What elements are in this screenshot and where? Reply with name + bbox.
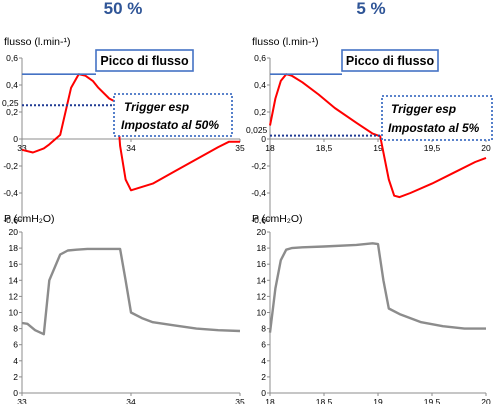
trigger-text-right-2: Impostato al 5% <box>388 121 480 135</box>
y-tick-label: 12 <box>9 291 19 301</box>
y-tick-label: 18 <box>9 243 19 253</box>
y-tick-label: 6 <box>261 340 266 350</box>
x-tick-label: 19 <box>373 397 383 404</box>
trigger-text-left-1: Trigger esp <box>124 100 189 114</box>
y-tick-label: 0 <box>261 134 266 144</box>
y-tick-label: -0,2 <box>3 161 18 171</box>
x-tick-label: 35 <box>235 143 245 153</box>
y-tick-label: 0,2 <box>6 107 18 117</box>
trigger-value-left: 0,25 <box>2 98 19 108</box>
peak-label-left: Picco di flusso <box>100 54 189 68</box>
y-tick-label: 20 <box>257 227 267 237</box>
y-tick-label: -0,4 <box>3 188 18 198</box>
y-tick-label: 0,4 <box>254 80 266 90</box>
trigger-annotation-right: 0,025 Trigger esp Impostato al 5% <box>246 95 493 141</box>
y-tick-label: 0,6 <box>254 53 266 63</box>
flow-chart-right: 0,6 0,4 0,2 0 -0,2 -0,4 -0,6 18 18,5 19 19,5 20 <box>251 53 491 225</box>
y-tick-label: 0,4 <box>6 80 18 90</box>
y-tick-label: 14 <box>257 275 267 285</box>
y-tick-label: -0,2 <box>251 161 266 171</box>
y-tick-label: 20 <box>9 227 19 237</box>
y-tick-label: 0 <box>13 134 18 144</box>
y-tick-label: 4 <box>13 356 18 366</box>
y-tick-label: 2 <box>13 372 18 382</box>
peak-annotation-right: Picco di flusso <box>270 49 439 75</box>
pressure-curve <box>21 247 241 336</box>
x-tick-label: 19,5 <box>424 143 441 153</box>
y-tick-label: 14 <box>9 275 19 285</box>
y-tick-label: -0,6 <box>3 215 18 225</box>
y-tick-label: 0 <box>13 388 18 398</box>
peak-label-right: Picco di flusso <box>346 54 435 68</box>
trigger-box-left <box>113 93 233 137</box>
x-tick-label: 34 <box>126 143 136 153</box>
trigger-box-right <box>381 95 493 141</box>
x-tick-label: 18,5 <box>316 397 333 404</box>
peak-box-right <box>341 49 439 72</box>
pressure-ylabel-right: P (cmH₂O) <box>252 213 303 225</box>
y-tick-label: -0,6 <box>251 215 266 225</box>
y-tick-label: -0,4 <box>251 188 266 198</box>
y-tick-label: 0,2 <box>254 107 266 117</box>
pressure-ylabel-left: P (cmH₂O) <box>4 213 55 225</box>
y-tick-label: 8 <box>13 324 18 334</box>
trigger-text-left-2: Impostato al 50% <box>121 118 219 132</box>
heading-50: 50 % <box>104 0 143 18</box>
heading-5: 5 % <box>356 0 385 18</box>
x-tick-label: 18 <box>265 143 275 153</box>
peak-box-left <box>95 49 194 72</box>
y-tick-label: 4 <box>261 356 266 366</box>
y-tick-label: 18 <box>257 243 267 253</box>
pressure-curve <box>268 242 486 333</box>
trigger-annotation-left: 0,25 Trigger esp Impostato al 50% <box>2 93 233 137</box>
x-tick-label: 18,5 <box>316 143 333 153</box>
peak-annotation-left: Picco di flusso <box>22 49 194 75</box>
x-tick-label: 33 <box>17 397 27 404</box>
x-tick-label: 19 <box>373 143 383 153</box>
flow-curve <box>21 73 240 192</box>
x-tick-label: 20 <box>481 397 491 404</box>
x-tick-label: 20 <box>481 143 491 153</box>
x-tick-label: 18 <box>265 397 275 404</box>
flow-chart-left: 0,6 0,4 0,2 0 -0,2 -0,4 -0,6 33 34 35 <box>3 53 245 225</box>
y-tick-label: 6 <box>13 340 18 350</box>
x-tick-label: 33 <box>17 143 27 153</box>
flow-ylabel-left: flusso (l.min-¹) <box>4 36 71 48</box>
x-tick-label: 19,5 <box>424 397 441 404</box>
y-tick-label: 16 <box>257 259 267 269</box>
trigger-text-right-1: Trigger esp <box>391 102 456 116</box>
y-tick-label: 2 <box>261 372 266 382</box>
y-tick-label: 0,6 <box>6 53 18 63</box>
y-tick-label: 12 <box>257 291 267 301</box>
y-tick-label: 10 <box>257 308 267 318</box>
y-tick-label: 10 <box>9 308 19 318</box>
y-tick-label: 16 <box>9 259 19 269</box>
trigger-value-right: 0,025 <box>246 125 268 135</box>
x-tick-label: 35 <box>235 397 245 404</box>
y-tick-label: 0 <box>261 388 266 398</box>
x-tick-label: 34 <box>126 397 136 404</box>
y-tick-label: 8 <box>261 324 266 334</box>
flow-ylabel-right: flusso (l.min-¹) <box>252 36 319 48</box>
